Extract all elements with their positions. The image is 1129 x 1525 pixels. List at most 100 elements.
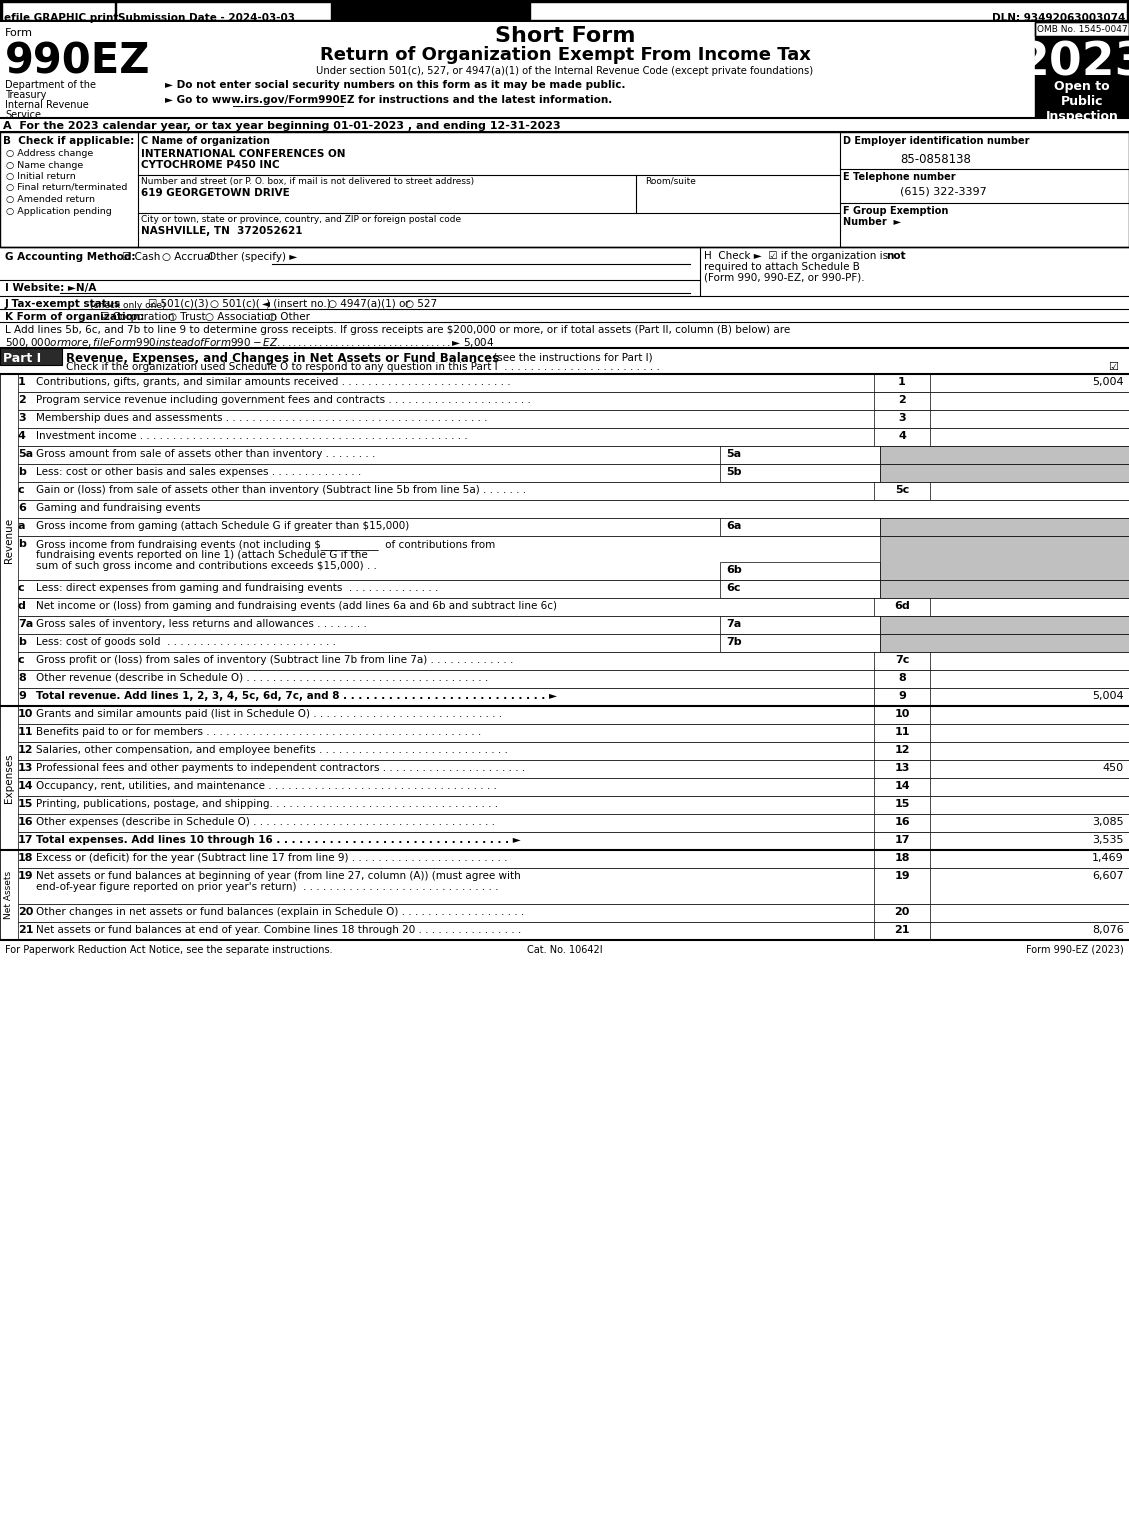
Bar [0, 392, 1129, 410]
Text: Grants and similar amounts paid (list in Schedule O) . . . . . . . . . . . . . .: Grants and similar amounts paid (list in… [36, 709, 502, 718]
Text: fundraising events reported on line 1) (attach Schedule G if the: fundraising events reported on line 1) (… [36, 551, 368, 560]
Text: Investment income . . . . . . . . . . . . . . . . . . . . . . . . . . . . . . . : Investment income . . . . . . . . . . . … [36, 432, 467, 441]
Text: 7a: 7a [18, 619, 33, 628]
Text: Net Assets: Net Assets [5, 871, 14, 920]
Bar [0, 482, 1129, 500]
Bar [874, 904, 930, 923]
Text: Return of Organization Exempt From Income Tax: Return of Organization Exempt From Incom… [320, 46, 811, 64]
Text: 4: 4 [898, 432, 905, 441]
Text: 2023: 2023 [1016, 40, 1129, 85]
Bar [874, 849, 930, 868]
Bar [720, 634, 879, 653]
Text: G Accounting Method:: G Accounting Method: [5, 252, 135, 262]
Text: Gaming and fundraising events: Gaming and fundraising events [36, 503, 201, 512]
Text: 15: 15 [18, 799, 34, 808]
Text: ○ Initial return: ○ Initial return [6, 172, 76, 181]
Text: end-of-year figure reported on prior year's return)  . . . . . . . . . . . . . .: end-of-year figure reported on prior yea… [36, 881, 499, 892]
Text: 12: 12 [894, 746, 910, 755]
Bar [874, 796, 930, 814]
Text: 8,076: 8,076 [1092, 926, 1124, 935]
Text: b: b [18, 538, 26, 549]
Bar [874, 814, 930, 833]
Text: 16: 16 [18, 817, 34, 827]
Text: 18: 18 [18, 852, 34, 863]
Text: 20: 20 [18, 907, 34, 917]
Text: Form: Form [5, 27, 33, 38]
Text: Expenses: Expenses [5, 753, 14, 802]
Bar [874, 778, 930, 796]
Bar [0, 410, 1129, 429]
Text: ☑ 501(c)(3): ☑ 501(c)(3) [148, 299, 209, 310]
Text: B  Check if applicable:: B Check if applicable: [3, 136, 134, 146]
Bar [874, 833, 930, 849]
Bar [0, 796, 1129, 814]
Bar [0, 518, 1129, 535]
Text: 4: 4 [18, 432, 26, 441]
Bar [0, 348, 62, 364]
Text: ☑: ☑ [1108, 361, 1118, 372]
Text: ○ Association: ○ Association [205, 313, 277, 322]
Text: 619 GEORGETOWN DRIVE: 619 GEORGETOWN DRIVE [141, 188, 290, 198]
Text: 6,607: 6,607 [1093, 871, 1124, 881]
Bar [0, 653, 1129, 669]
Bar [0, 833, 1129, 849]
Text: c: c [18, 485, 25, 496]
Text: Internal Revenue: Internal Revenue [5, 101, 89, 110]
Bar [874, 706, 930, 724]
Text: Check if the organization used Schedule O to respond to any question in this Par: Check if the organization used Schedule … [65, 361, 659, 372]
Text: 3,535: 3,535 [1093, 836, 1124, 845]
Text: ○ 501(c)(  ): ○ 501(c)( ) [210, 299, 270, 310]
Text: 6b: 6b [726, 564, 742, 575]
Text: sum of such gross income and contributions exceeds $15,000) . .: sum of such gross income and contributio… [36, 561, 377, 570]
Text: H  Check ►  ☑ if the organization is: H Check ► ☑ if the organization is [704, 252, 892, 261]
Text: c: c [18, 656, 25, 665]
Bar [0, 778, 1129, 796]
Bar [0, 500, 1129, 519]
Text: K Form of organization:: K Form of organization: [5, 313, 145, 322]
Text: Submission Date - 2024-03-03: Submission Date - 2024-03-03 [119, 14, 295, 23]
Text: Less: cost or other basis and sales expenses . . . . . . . . . . . . . .: Less: cost or other basis and sales expe… [36, 467, 361, 477]
Text: D Employer identification number: D Employer identification number [843, 136, 1030, 146]
Bar [720, 580, 879, 598]
Bar [2, 2, 115, 20]
Text: 10: 10 [18, 709, 34, 718]
Text: Gross sales of inventory, less returns and allowances . . . . . . . .: Gross sales of inventory, less returns a… [36, 619, 367, 628]
Bar [0, 464, 1129, 482]
Text: ○ Application pending: ○ Application pending [6, 207, 112, 217]
Text: ► Go to www.irs.gov/Form990EZ for instructions and the latest information.: ► Go to www.irs.gov/Form990EZ for instru… [165, 95, 612, 105]
Bar [0, 743, 1129, 759]
Bar [0, 429, 1129, 445]
Text: INTERNATIONAL CONFERENCES ON: INTERNATIONAL CONFERENCES ON [141, 149, 345, 159]
Text: Other (specify) ►: Other (specify) ► [208, 252, 297, 262]
Bar [0, 535, 1129, 580]
Text: Open to
Public
Inspection: Open to Public Inspection [1045, 79, 1119, 124]
Text: ◄ (insert no.): ◄ (insert no.) [262, 299, 331, 310]
Bar [0, 634, 1129, 653]
Bar [0, 904, 1129, 923]
Text: 5,004: 5,004 [1093, 691, 1124, 702]
Bar [874, 429, 930, 445]
Text: (Form 990, 990-EZ, or 990-PF).: (Form 990, 990-EZ, or 990-PF). [704, 273, 865, 284]
Text: Less: direct expenses from gaming and fundraising events  . . . . . . . . . . . : Less: direct expenses from gaming and fu… [36, 583, 438, 593]
Text: Net assets or fund balances at beginning of year (from line 27, column (A)) (mus: Net assets or fund balances at beginning… [36, 871, 520, 881]
Text: 13: 13 [894, 762, 910, 773]
Text: 12: 12 [18, 746, 34, 755]
Text: Other expenses (describe in Schedule O) . . . . . . . . . . . . . . . . . . . . : Other expenses (describe in Schedule O) … [36, 817, 495, 827]
Bar [720, 518, 879, 535]
Text: I Website: ►N/A: I Website: ►N/A [5, 284, 96, 293]
Text: 6d: 6d [894, 601, 910, 612]
Bar [720, 616, 879, 634]
Bar [874, 923, 930, 939]
Bar [0, 849, 1129, 868]
Text: ○ Final return/terminated: ○ Final return/terminated [6, 183, 128, 192]
Bar [0, 759, 1129, 778]
Text: 5b: 5b [726, 467, 742, 477]
Bar [720, 464, 879, 482]
Text: Cat. No. 10642I: Cat. No. 10642I [527, 946, 603, 955]
Text: 14: 14 [18, 781, 34, 791]
Text: 7a: 7a [726, 619, 742, 628]
Text: Excess or (deficit) for the year (Subtract line 17 from line 9) . . . . . . . . : Excess or (deficit) for the year (Subtra… [36, 852, 508, 863]
Text: Total revenue. Add lines 1, 2, 3, 4, 5c, 6d, 7c, and 8 . . . . . . . . . . . . .: Total revenue. Add lines 1, 2, 3, 4, 5c,… [36, 691, 557, 702]
Text: ○ Address change: ○ Address change [6, 149, 94, 159]
Bar [1035, 21, 1129, 117]
